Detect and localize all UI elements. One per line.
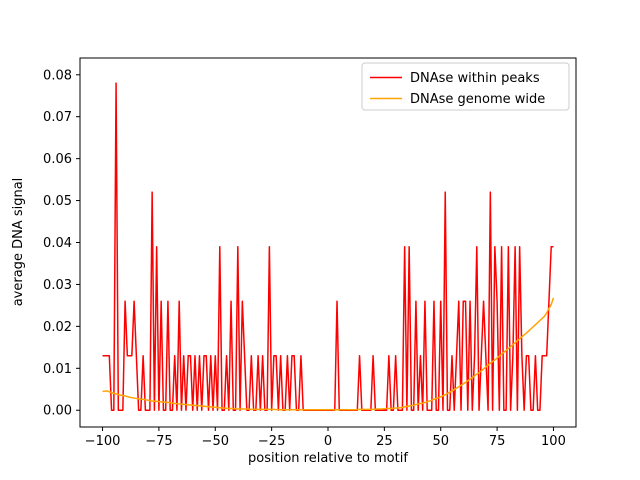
y-tick-label: 0.03 (43, 278, 72, 293)
plot-area: −100 −75 −50 −25 0 25 50 75 100 0.00 0.01 0.02 0.03 0… (43, 57, 577, 449)
y-axis-label: average DNA signal (11, 178, 26, 307)
x-axis-label: position relative to motif (248, 451, 408, 466)
legend-label-genome-wide: DNAse genome wide (410, 92, 545, 107)
y-tick-label: 0.08 (43, 68, 72, 83)
y-tick-label: 0.02 (43, 320, 72, 335)
x-tick-label: 25 (376, 434, 393, 449)
y-tick-label: 0.04 (43, 236, 72, 251)
x-tick-label: 75 (489, 434, 506, 449)
x-tick-label: 0 (324, 434, 332, 449)
series-line-0 (102, 82, 554, 411)
x-tick-label: −100 (85, 434, 121, 449)
x-tick-label: 100 (541, 434, 566, 449)
y-tick-label: 0.05 (43, 194, 72, 209)
x-tick-label: −25 (258, 434, 285, 449)
y-tick-label: 0.06 (43, 152, 72, 167)
y-tick-label: 0.07 (43, 110, 72, 125)
y-tick-label: 0.00 (43, 404, 72, 419)
x-tick-label: −75 (145, 434, 172, 449)
legend-label-within-peaks: DNAse within peaks (410, 71, 540, 86)
y-tick-label: 0.01 (43, 362, 72, 377)
legend-frame (361, 62, 570, 111)
x-tick-label: 50 (432, 434, 449, 449)
legend: DNAse within peaks DNAse genome wide (361, 62, 570, 111)
series-line-1 (102, 297, 555, 411)
x-tick-label: −50 (202, 434, 229, 449)
